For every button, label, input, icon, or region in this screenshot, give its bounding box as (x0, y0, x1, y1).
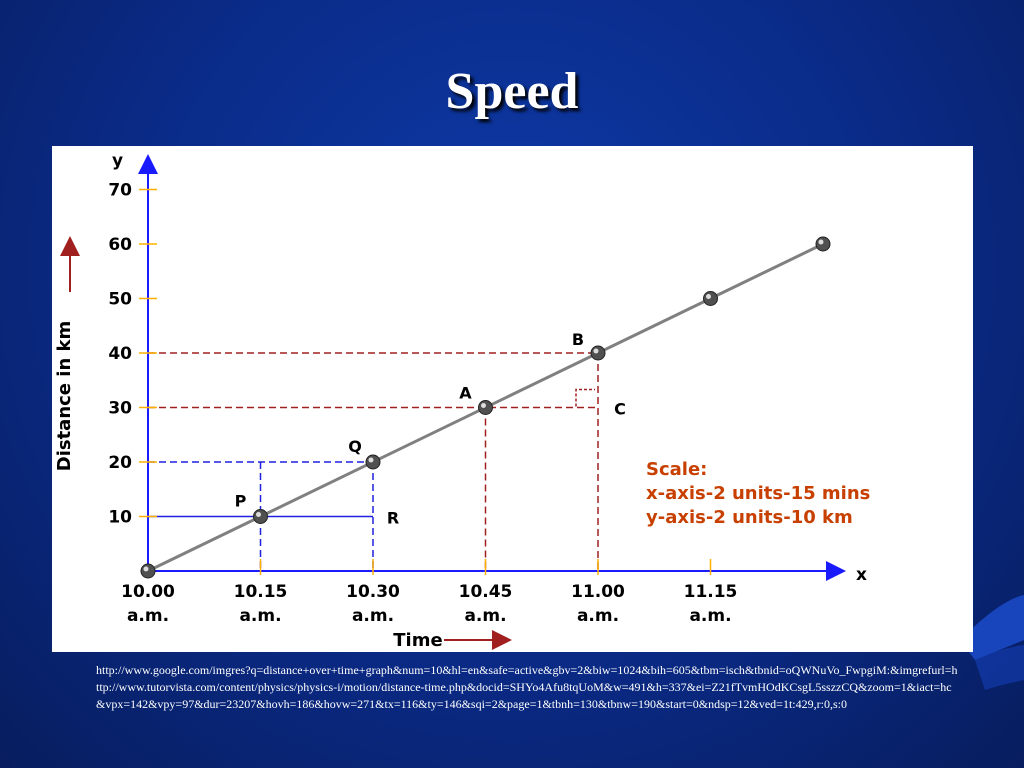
x-tick-sublabel: a.m. (352, 606, 394, 626)
x-tick-label: 11.15 (684, 582, 738, 602)
chart-svg: x y 10 20 30 40 50 60 70 10.00 a.m. 10.15 a.m. 10.30 a… (54, 151, 870, 651)
data-point (140, 563, 156, 579)
x-tick-sublabel: a.m. (689, 606, 731, 626)
x-tick-label: 10.30 (346, 582, 400, 602)
y-tick-label: 40 (108, 344, 132, 364)
x-tick-sublabel: a.m. (127, 606, 169, 626)
y-axis-letter: y (112, 151, 123, 171)
right-angle-marker-c (575, 388, 595, 407)
data-point-highlight (143, 566, 149, 572)
y-tick-label: 10 (108, 508, 132, 528)
scale-note-line: Scale: (646, 459, 707, 480)
corner-label-c: C (614, 400, 626, 419)
x-tick-label: 10.00 (121, 582, 175, 602)
y-tick-label: 20 (108, 453, 132, 473)
data-point (590, 345, 606, 361)
y-tick-label: 60 (108, 235, 132, 255)
slide-title: Speed (445, 63, 579, 120)
source-url-text: http://www.google.com/imgres?q=distance+… (96, 663, 958, 711)
x-tick-sublabel: a.m. (577, 606, 619, 626)
scale-note-line: y-axis-2 units-10 km (646, 507, 853, 528)
data-point (703, 291, 718, 306)
data-point (365, 454, 381, 470)
data-point-highlight (818, 239, 824, 245)
x-tick-sublabel: a.m. (239, 606, 281, 626)
distance-time-chart: x y 10 20 30 40 50 60 70 10.00 a.m. 10.15 a.m. 10.30 a… (52, 146, 973, 652)
x-tick-label: 10.15 (234, 582, 288, 602)
point-label-a: A (459, 384, 472, 403)
x-tick-label: 11.00 (571, 582, 625, 602)
data-point-highlight (706, 294, 711, 299)
point-label-q: Q (348, 437, 362, 456)
x-tick-sublabel: a.m. (464, 606, 506, 626)
x-axis-letter: x (856, 565, 867, 585)
point-label-b: B (572, 330, 584, 349)
data-point (253, 509, 268, 524)
data-point (478, 400, 493, 415)
data-point-highlight (256, 512, 261, 517)
corner-label-r: R (387, 509, 399, 528)
data-point-highlight (481, 403, 486, 408)
y-tick-label: 30 (108, 399, 132, 419)
data-point (815, 236, 831, 252)
x-axis-title: Time (393, 630, 442, 651)
scale-note-line: x-axis-2 units-15 mins (646, 483, 870, 504)
data-point-highlight (368, 457, 374, 463)
x-tick-label: 10.45 (459, 582, 513, 602)
y-tick-label: 50 (108, 290, 132, 310)
data-point-highlight (593, 348, 599, 354)
y-tick-label: 70 (108, 181, 132, 201)
point-label-p: P (235, 492, 247, 511)
y-axis-title: Distance in km (54, 321, 75, 472)
